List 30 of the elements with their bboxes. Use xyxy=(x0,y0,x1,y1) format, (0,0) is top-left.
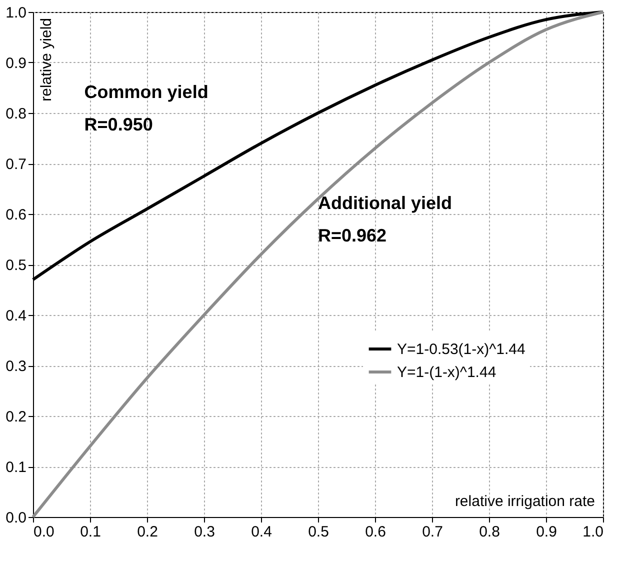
y-axis-title: relative yield xyxy=(38,18,55,102)
legend-label: Y=1-0.53(1-x)^1.44 xyxy=(397,341,526,358)
x-tick-label: 0.4 xyxy=(251,524,272,540)
x-tick-label: 0.5 xyxy=(308,524,329,540)
y-tick-label: 0.0 xyxy=(6,510,26,526)
y-tick-label: 0.5 xyxy=(6,257,26,274)
y-tick-label: 0.2 xyxy=(6,408,26,426)
annotation: Common yield xyxy=(84,82,208,102)
y-tick-label: 0.8 xyxy=(6,106,26,122)
x-tick-label: 1.0 xyxy=(582,524,604,540)
x-axis-title: relative irrigation rate xyxy=(454,493,595,510)
x-tick-label: 0.2 xyxy=(137,524,158,540)
x-tick-label: 0.3 xyxy=(194,524,215,540)
annotation: Additional yield xyxy=(318,192,452,213)
x-tick-label: 0.1 xyxy=(80,524,101,540)
x-tick-label: 0.9 xyxy=(536,524,557,540)
annotation: R=0.962 xyxy=(318,226,387,246)
y-tick-label: 0.7 xyxy=(6,156,26,173)
y-tick-label: 0.3 xyxy=(6,358,26,375)
x-tick-label: 0.8 xyxy=(479,524,500,540)
x-tick-label: 0.6 xyxy=(365,524,386,540)
x-tick-label: 0.0 xyxy=(34,524,54,540)
legend-label: Y=1-(1-x)^1.44 xyxy=(397,364,496,381)
y-tick-label: 0.4 xyxy=(6,308,26,324)
y-tick-label: 0.9 xyxy=(6,55,26,72)
y-tick-label: 0.1 xyxy=(6,459,26,476)
y-tick-label: 0.6 xyxy=(6,206,26,224)
y-tick-label: 1.0 xyxy=(6,4,26,22)
x-tick-label: 0.7 xyxy=(422,524,443,540)
annotation: R=0.950 xyxy=(84,114,153,135)
